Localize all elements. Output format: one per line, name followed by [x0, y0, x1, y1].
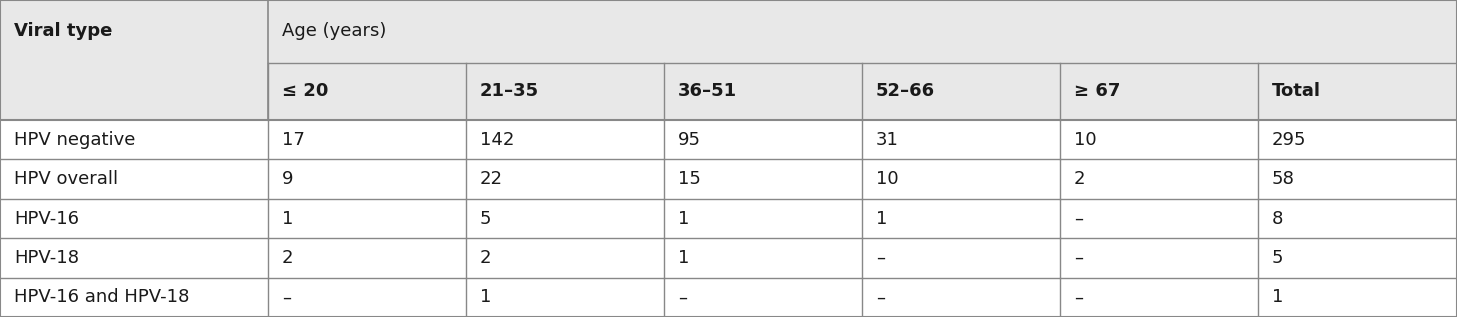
Text: 1: 1 [283, 210, 293, 228]
Text: 52–66: 52–66 [876, 82, 935, 100]
Text: Viral type: Viral type [15, 23, 112, 41]
Text: ≥ 67: ≥ 67 [1074, 82, 1120, 100]
Text: HPV negative: HPV negative [15, 131, 136, 149]
Text: HPV-18: HPV-18 [15, 249, 79, 267]
Bar [0, 63, 1457, 120]
Text: 2: 2 [1074, 170, 1085, 188]
Text: 2: 2 [479, 249, 491, 267]
Text: 31: 31 [876, 131, 899, 149]
Text: –: – [876, 249, 884, 267]
Text: 8: 8 [1272, 210, 1284, 228]
Text: 17: 17 [283, 131, 305, 149]
Bar [0, 238, 1457, 278]
Text: 21–35: 21–35 [479, 82, 539, 100]
Text: 1: 1 [678, 210, 689, 228]
Text: Age (years): Age (years) [283, 23, 386, 41]
Text: –: – [1074, 249, 1083, 267]
Text: –: – [678, 288, 688, 306]
Text: 1: 1 [1272, 288, 1284, 306]
Text: –: – [876, 288, 884, 306]
Text: 36–51: 36–51 [678, 82, 737, 100]
Text: 1: 1 [876, 210, 887, 228]
Text: 2: 2 [283, 249, 293, 267]
Text: HPV-16: HPV-16 [15, 210, 79, 228]
Text: 10: 10 [876, 170, 899, 188]
Text: 58: 58 [1272, 170, 1295, 188]
Text: 10: 10 [1074, 131, 1097, 149]
Text: Total: Total [1272, 82, 1321, 100]
Text: 5: 5 [1272, 249, 1284, 267]
Bar [0, 278, 1457, 317]
Bar [0, 120, 1457, 159]
Text: 1: 1 [678, 249, 689, 267]
Text: 22: 22 [479, 170, 503, 188]
Text: 5: 5 [479, 210, 491, 228]
Text: HPV overall: HPV overall [15, 170, 118, 188]
Bar [0, 199, 1457, 238]
Text: ≤ 20: ≤ 20 [283, 82, 328, 100]
Text: 1: 1 [479, 288, 491, 306]
Text: –: – [283, 288, 291, 306]
Bar [0, 0, 1457, 63]
Text: 15: 15 [678, 170, 701, 188]
Text: –: – [1074, 288, 1083, 306]
Text: 295: 295 [1272, 131, 1307, 149]
Text: 9: 9 [283, 170, 293, 188]
Text: HPV-16 and HPV-18: HPV-16 and HPV-18 [15, 288, 189, 306]
Text: 142: 142 [479, 131, 514, 149]
Bar [0, 159, 1457, 199]
Text: 95: 95 [678, 131, 701, 149]
Text: –: – [1074, 210, 1083, 228]
